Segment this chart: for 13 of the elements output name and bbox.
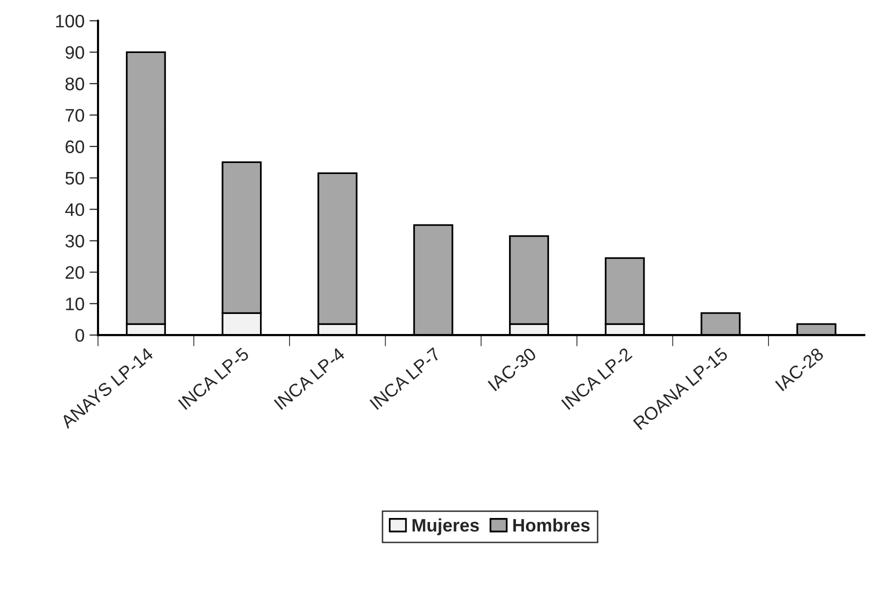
y-tick-label: 30 — [65, 234, 84, 248]
y-tick-label: 40 — [65, 203, 84, 216]
legend-label: Hombres — [513, 518, 590, 532]
y-tick-label: 50 — [65, 172, 84, 185]
y-tick-label: 70 — [66, 108, 84, 122]
y-tick-label: 100 — [56, 14, 84, 28]
y-tick-label: 20 — [66, 266, 84, 279]
y-tick-label: 90 — [66, 46, 84, 59]
y-tick-label: 0 — [75, 328, 84, 342]
y-tick-label: 80 — [66, 78, 84, 90]
y-tick-label: 10 — [66, 298, 84, 310]
legend-label: Mujeres — [412, 518, 479, 536]
y-tick-label: 60 — [66, 140, 84, 154]
